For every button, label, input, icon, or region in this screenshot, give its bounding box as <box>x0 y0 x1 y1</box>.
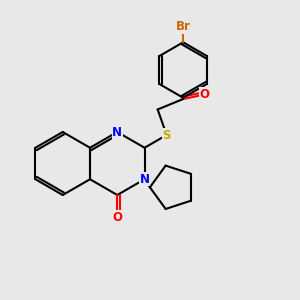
Text: O: O <box>200 88 210 101</box>
Text: O: O <box>112 211 122 224</box>
Text: N: N <box>140 173 150 186</box>
Text: Br: Br <box>176 20 190 33</box>
Text: N: N <box>112 125 122 139</box>
Text: S: S <box>162 128 171 142</box>
